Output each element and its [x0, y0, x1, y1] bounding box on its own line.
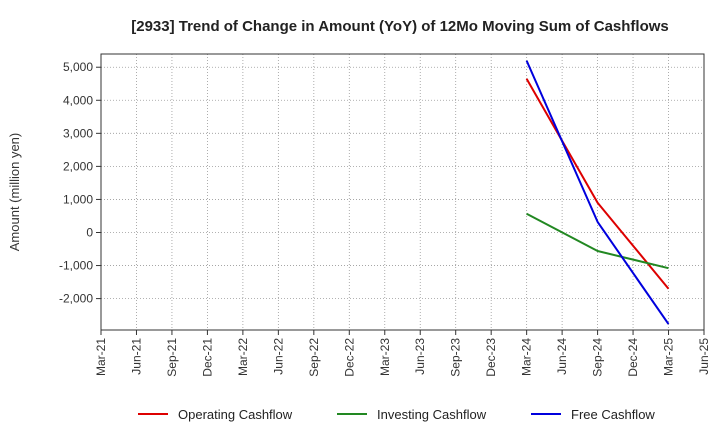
x-tick-label: Sep-21 [165, 338, 179, 377]
legend-label-free-cashflow: Free Cashflow [571, 407, 655, 422]
x-tick-label: Jun-21 [129, 338, 143, 375]
x-tick-label: Mar-23 [378, 338, 392, 376]
x-tick-label: Jun-22 [271, 338, 285, 375]
x-tick-label: Mar-21 [94, 338, 108, 376]
plot-area [100, 53, 705, 331]
x-tick-label: Dec-24 [626, 338, 640, 377]
y-axis: 5,000 4,000 3,000 2,000 1,000 0 -1,000 -2,000 [59, 60, 101, 306]
y-axis-label: Amount (million yen) [7, 133, 22, 252]
series-lines [525, 60, 670, 325]
chart-title: [2933] Trend of Change in Amount (YoY) o… [131, 18, 669, 35]
x-axis: Mar-21 Jun-21 Sep-21 Dec-21 Mar-22 Jun-22 Sep-… [94, 330, 711, 377]
series-line-operating-cashflow [525, 78, 670, 290]
y-tick-label: -2,000 [59, 292, 93, 306]
x-tick-label: Jun-24 [555, 338, 569, 375]
y-tick-label: -1,000 [59, 259, 93, 273]
y-tick-label: 2,000 [63, 159, 93, 173]
series-line-investing-cashflow [526, 212, 669, 270]
x-tick-label: Mar-24 [520, 338, 534, 376]
y-tick-label: 1,000 [63, 192, 93, 206]
legend: Operating Cashflow Investing Cashflow Free… [138, 407, 655, 422]
x-tick-label: Dec-21 [200, 338, 214, 377]
x-tick-label: Sep-22 [307, 338, 321, 377]
plot-grid [100, 54, 705, 330]
x-tick-label: Sep-23 [449, 338, 463, 377]
series-line-free-cashflow [525, 60, 670, 325]
y-tick-label: 3,000 [63, 126, 93, 140]
x-tick-label: Dec-22 [342, 338, 356, 377]
x-tick-label: Jun-25 [697, 338, 711, 375]
y-tick-label: 5,000 [63, 60, 93, 74]
legend-label-operating-cashflow: Operating Cashflow [178, 407, 293, 422]
y-tick-label: 4,000 [63, 93, 93, 107]
y-tick-label: 0 [86, 225, 93, 239]
x-tick-label: Jun-23 [413, 338, 427, 375]
x-tick-label: Sep-24 [591, 338, 605, 377]
x-tick-label: Mar-25 [662, 338, 676, 376]
legend-label-investing-cashflow: Investing Cashflow [377, 407, 487, 422]
x-tick-label: Dec-23 [484, 338, 498, 377]
x-tick-label: Mar-22 [236, 338, 250, 376]
